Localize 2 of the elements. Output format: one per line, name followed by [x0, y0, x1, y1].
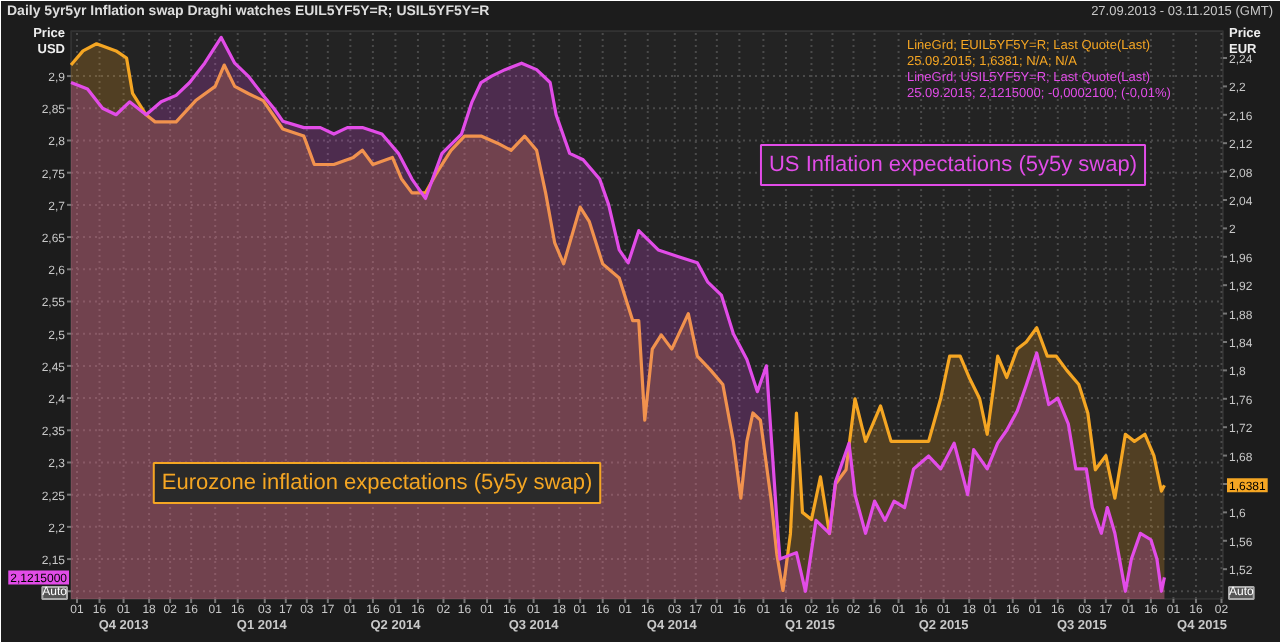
- annotation: US Inflation expectations (5y5y swap): [768, 153, 1138, 177]
- annotation: Eurozone inflation expectations (5y5y swap): [161, 471, 593, 495]
